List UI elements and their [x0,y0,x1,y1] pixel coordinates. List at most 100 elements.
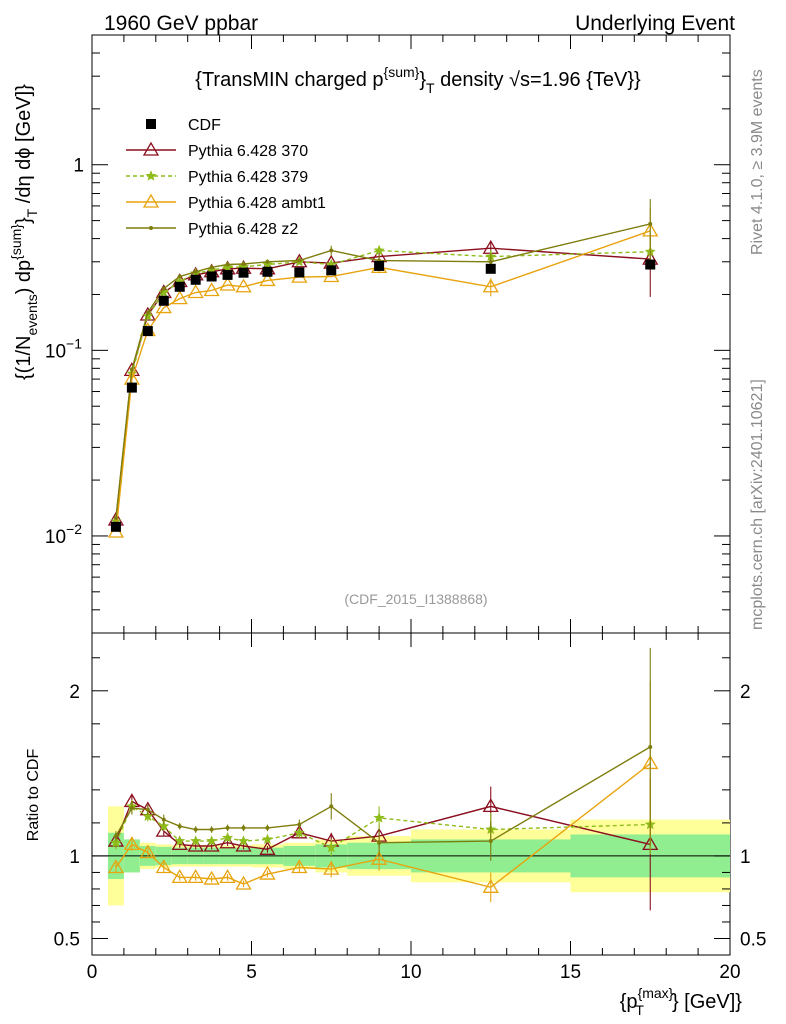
ratio-marker-s3-4 [177,824,182,829]
cdf-point-14 [645,259,656,270]
main-marker-s2-9 [259,272,276,287]
ratio-marker-s1-7 [222,832,234,843]
main-series [107,199,659,538]
ratio-marker-s3-1 [129,806,134,811]
ratio-marker-s2-13 [482,879,499,893]
ratio-marker-s1-6 [206,835,218,846]
legend-marker-1 [142,141,160,156]
x-tick-label-0: 0 [87,962,98,983]
ratio-marker-s0-3 [155,822,172,837]
legend-label-2: Pythia 6.428 379 [188,169,308,186]
ratio-y-label: Ratio to CDF [25,749,42,842]
main-marker-s2-7 [219,276,236,291]
ratio-x-ticks [91,633,731,955]
main-marker-s3-1 [129,367,134,372]
cdf-point-11 [326,265,337,276]
ratio-marker-s1-8 [238,835,250,846]
ratio-marker-s2-0 [107,859,125,874]
cdf-point-4 [174,281,185,292]
ratio-marker-s3-5 [193,827,198,832]
ratio-marker-s3-13 [488,839,493,844]
main-x-ticks [91,35,731,633]
ratio-marker-s3-10 [297,822,302,827]
cdf-point-2 [142,326,153,337]
ratio-marker-s3-2 [145,807,150,812]
ratio-marker-s0-5 [187,837,204,852]
x-axis-label: {p{max} T} [GeV]} [620,985,743,1018]
rivet-label: Rivet 4.1.0, ≥ 3.9M events [749,69,766,255]
ratio-marker-s0-13 [482,798,499,813]
main-marker-s3-0 [113,515,118,520]
plot-title: {TransMIN charged p{sum}}T density √s=1.… [195,64,641,96]
ratio-marker-s2-12 [370,850,388,865]
legend-marker-3 [142,193,160,208]
analysis-id: (CDF_2015_I1388868) [344,591,487,607]
ratio-marker-s2-8 [235,875,252,890]
ratio-marker-s0-4 [171,836,188,851]
main-marker-s3-2 [145,310,150,315]
ratio-marker-s0-6 [203,837,220,852]
ratio-marker-s2-3 [155,859,172,874]
ratio-marker-s1-4 [174,835,186,846]
ratio-marker-s2-5 [187,869,204,884]
main-marker-s3-3 [161,286,166,291]
legend-marker-0 [146,119,156,129]
ratio-panel: 2 2 1 1 0.5 0.5 Ratio to CDF [25,632,766,956]
main-marker-s2-8 [235,278,252,293]
ratio-marker-s0-9 [259,841,276,855]
main-marker-s2-3 [155,299,172,314]
legend-label-1: Pythia 6.428 370 [188,143,308,160]
legend-label-0: CDF [188,117,221,134]
x-tick-label-15: 15 [560,962,581,983]
main-ytick-label-0: 1 [73,156,84,177]
x-tick-labels: 0 5 10 15 20 [87,962,741,983]
ratio-marker-s2-10 [291,859,308,874]
ratio-ytick-label-left-2: 0.5 [54,929,80,950]
legend-marker-4 [149,226,153,230]
ratio-ytick-label-right-0: 2 [740,682,751,703]
ratio-frame [91,632,731,956]
main-y-ticks: 1 10−1 10−2 [45,34,730,634]
ratio-marker-s1-12 [373,812,385,823]
main-marker-s3-7 [225,262,230,267]
main-marker-s0-2 [139,306,156,321]
ratio-marker-s2-4 [171,869,188,884]
ratio-marker-s3-0 [113,834,118,839]
ratio-marker-s3-3 [161,817,166,822]
main-marker-s3-6 [209,265,214,270]
cdf-point-5 [190,274,201,285]
legend: CDF Pythia 6.428 370 Pythia 6.428 379 Pythi… [126,117,326,238]
header-left: 1960 GeV ppbar [104,12,258,35]
ratio-marker-s2-6 [203,870,220,885]
ratio-marker-s1-2 [142,810,154,821]
ratio-y-ticks: 2 2 1 1 0.5 0.5 [54,657,766,950]
ratio-marker-s2-11 [323,860,340,875]
legend-label-4: Pythia 6.428 z2 [188,221,298,238]
cdf-point-13 [485,263,496,274]
ratio-marker-s1-5 [190,835,202,846]
main-marker-s3-9 [265,259,270,264]
cdf-point-8 [238,267,249,278]
ratio-marker-s3-12 [377,840,382,845]
ratio-marker-s3-7 [225,825,230,830]
ratio-marker-s3-9 [265,825,270,830]
ratio-marker-s2-7 [219,869,236,884]
main-line-series-1 [115,249,651,522]
main-marker-s3-8 [241,261,246,266]
ratio-marker-s3-8 [241,825,246,830]
cdf-point-0 [110,521,121,532]
cdf-data-points [110,259,656,532]
ratio-marker-s2-2 [139,844,156,859]
ratio-marker-s1-10 [293,826,305,838]
ratio-marker-s1-11 [325,841,337,853]
cdf-point-12 [374,260,385,271]
ratio-marker-s3-11 [329,804,334,809]
cdf-point-7 [222,269,233,280]
ratio-marker-s2-1 [123,836,141,851]
main-marker-s3-10 [297,258,302,263]
ratio-series [107,647,659,911]
main-marker-s3-5 [193,269,198,274]
ratio-marker-s3-6 [209,827,214,832]
ratio-ytick-label-left-0: 2 [69,682,80,703]
